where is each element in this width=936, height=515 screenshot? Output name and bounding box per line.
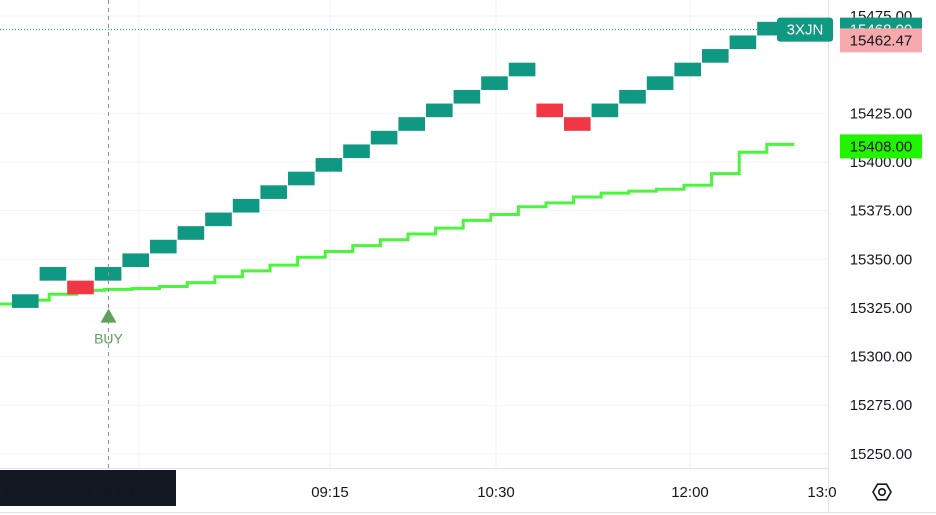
settings-hexagon-icon[interactable] [872, 483, 892, 501]
renko-brick-up [646, 76, 674, 90]
time-tick-label: 09:15 [311, 484, 349, 501]
line-series [0, 142, 795, 306]
settings-hexagon-outline [872, 483, 892, 501]
renko-brick-up [674, 62, 701, 77]
renko-brick-down [564, 117, 591, 131]
renko-brick-up [591, 103, 619, 118]
renko-brick-up [232, 198, 260, 213]
price-tag-value: 15408.00 [850, 138, 913, 155]
price-tick-label: 15375.00 [850, 203, 913, 220]
time-tick-label: 10:30 [477, 484, 515, 501]
renko-brick-up [619, 89, 646, 104]
renko-brick-up [12, 294, 39, 308]
renko-brick-up [122, 253, 149, 268]
price-tag: 15462.47 [840, 28, 922, 53]
renko-brick-up [177, 226, 205, 240]
crosshair-time-label: Fr 29 Sep '23 08:00 [2, 484, 133, 501]
line-series-path [0, 142, 795, 306]
time-tick-label: 12:00 [671, 484, 709, 501]
time-axis[interactable]: 09:15 10:30 12:00 13:0 Fr 29 Sep '23 08:00 [0, 470, 892, 506]
renko-brick-up [343, 144, 370, 159]
renko-brick-up [288, 171, 315, 186]
price-tick-label: 15275.00 [850, 397, 913, 414]
price-tick-label: 15300.00 [850, 349, 913, 366]
price-tick-label: 15250.00 [850, 446, 913, 463]
symbol-tag-label: 3XJN [787, 22, 824, 39]
renko-brick-up [39, 267, 67, 281]
time-tick-label: 13:0 [807, 484, 836, 501]
buy-label: BUY [94, 331, 123, 347]
renko-brick-up [702, 49, 729, 63]
renko-brick-up [481, 76, 508, 90]
price-tick-label: 15425.00 [850, 105, 913, 122]
price-tick-label: 15325.00 [850, 300, 913, 317]
renko-brick-up [315, 158, 343, 172]
renko-brick-up [453, 89, 481, 104]
price-tag-value: 15462.47 [850, 32, 913, 49]
renko-brick-down [536, 103, 563, 118]
renko-brick-up [150, 239, 177, 254]
renko-brick-up [260, 185, 287, 199]
renko-brick-up [426, 103, 453, 118]
renko-brick-down [67, 280, 94, 295]
symbol-tag-background [777, 17, 833, 42]
renko-brick-up [729, 35, 757, 50]
crosshair-time-label-background [0, 470, 176, 506]
renko-brick-up [508, 62, 536, 77]
renko-brick-up [398, 117, 425, 131]
renko-brick-up [205, 212, 232, 227]
price-tag-background [840, 134, 922, 159]
renko-brick-up [370, 130, 398, 145]
settings-hexagon-center [877, 487, 886, 496]
markers: BUY [94, 308, 124, 347]
price-axis[interactable]: 15475.0015425.0015400.0015375.0015350.00… [850, 8, 913, 463]
buy-arrow-icon [100, 308, 117, 323]
renko-bricks [12, 21, 784, 308]
price-tick-label: 15350.00 [850, 251, 913, 268]
price-tag: 15408.00 [840, 134, 922, 159]
price-tag-background [840, 28, 922, 53]
